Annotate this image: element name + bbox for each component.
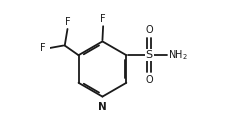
Text: N: N <box>98 102 107 112</box>
Text: O: O <box>145 26 153 35</box>
Text: F: F <box>65 17 70 27</box>
Text: F: F <box>40 43 46 53</box>
Text: S: S <box>146 50 153 60</box>
Text: F: F <box>100 14 106 24</box>
Text: NH$_2$: NH$_2$ <box>169 48 188 62</box>
Text: O: O <box>145 75 153 85</box>
